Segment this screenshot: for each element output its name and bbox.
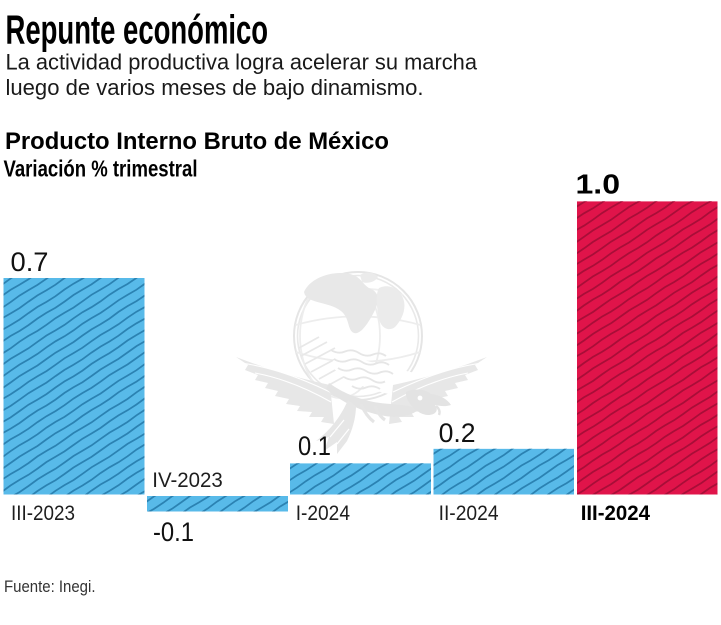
svg-text:La actividad productiva logra: La actividad productiva logra acelerar s… [6, 50, 478, 75]
svg-text:Variación % trimestral: Variación % trimestral [4, 156, 198, 182]
svg-text:0.2: 0.2 [439, 418, 476, 448]
svg-text:II-2024: II-2024 [439, 502, 499, 525]
svg-text:0.1: 0.1 [298, 431, 331, 461]
svg-text:III-2023: III-2023 [11, 502, 75, 525]
svg-text:I-2024: I-2024 [296, 502, 351, 525]
svg-text:Producto Interno Bruto de Méxi: Producto Interno Bruto de México [5, 129, 389, 155]
svg-text:Repunte económico: Repunte económico [6, 7, 269, 53]
svg-text:III-2024: III-2024 [581, 502, 651, 525]
svg-text:-0.1: -0.1 [153, 517, 194, 547]
svg-text:1.0: 1.0 [576, 169, 621, 200]
svg-text:0.7: 0.7 [11, 247, 49, 277]
svg-text:luego de varios meses de bajo: luego de varios meses de bajo dinamismo. [6, 75, 424, 100]
svg-text:IV-2023: IV-2023 [152, 469, 223, 492]
svg-text:Fuente: Inegi.: Fuente: Inegi. [4, 577, 96, 596]
